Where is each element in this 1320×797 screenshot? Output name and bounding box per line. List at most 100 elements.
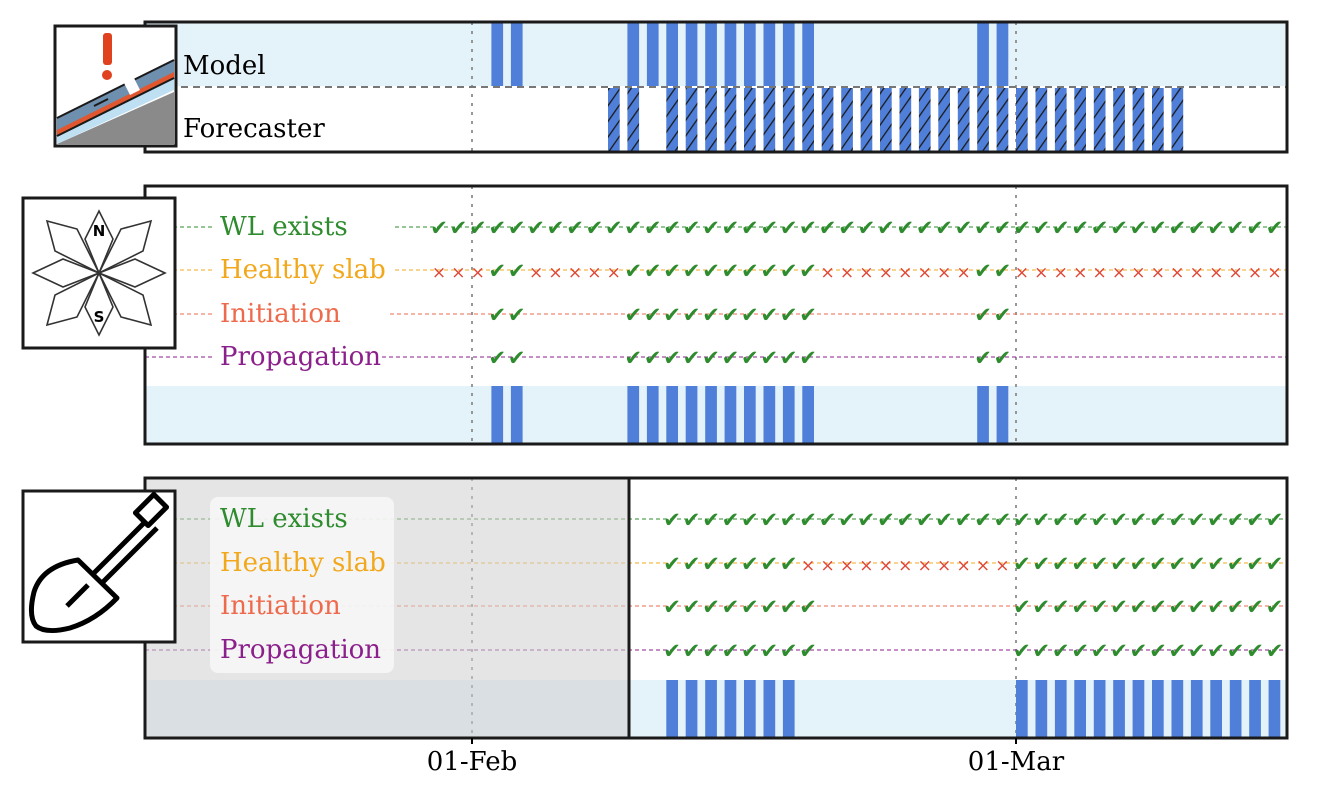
criterion-label-healthy-slab: Healthy slab <box>220 548 386 578</box>
propagation-mark: ✔ <box>741 639 759 663</box>
initiation-mark: ✔ <box>663 303 681 327</box>
forecaster-bar <box>841 88 853 151</box>
criterion-label-wl-exists: WL exists <box>220 504 348 534</box>
x-axis: 01-Feb 01-Mar <box>427 738 1065 777</box>
healthy-slab-mark: ✔ <box>760 552 778 576</box>
forecaster-bar <box>802 88 814 151</box>
wl-exists-mark: ✔ <box>955 216 973 240</box>
initiation-mark: ✔ <box>799 303 817 327</box>
panel-model-criteria: ✔ ✔ ✔ ✔ ✔ ✔ ✔ ✔ ✔ ✔ ✔ ✔ ✔ ✔ ✔ ✔ ✔ ✔ ✔ ✔ ✔ ✔ ✔ ✔ ✔ ✔ ✔ ✔ ✔ ✔ ✔ ✔ ✔ ✔ ✔ ✔ ✔ ✔ ✔ ✔… <box>143 184 1289 446</box>
wl-exists-mark: ✔ <box>838 508 856 532</box>
healthy-slab-mark: × <box>840 556 854 576</box>
wl-exists-mark: ✔ <box>994 216 1012 240</box>
healthy-slab-mark: × <box>840 263 854 283</box>
wl-exists-mark: ✔ <box>722 508 740 532</box>
healthy-slab-mark: ✔ <box>780 552 798 576</box>
healthy-slab-mark: ✔ <box>722 552 740 576</box>
healthy-slab-mark: × <box>1054 263 1068 283</box>
snowpit-result-bar <box>1229 680 1242 738</box>
model-bar <box>510 22 523 86</box>
snowpit-result-bar <box>1268 680 1281 738</box>
snowpit-result-bar <box>1113 680 1125 738</box>
wl-exists-mark: ✔ <box>1130 216 1148 240</box>
wl-exists-mark: ✔ <box>586 216 604 240</box>
forecaster-bar <box>763 88 776 151</box>
propagation-mark: ✔ <box>663 346 681 370</box>
initiation-mark: ✔ <box>508 303 526 327</box>
model-result-bar <box>491 386 504 444</box>
wl-exists-mark: ✔ <box>469 216 487 240</box>
wl-exists-mark: ✔ <box>760 508 778 532</box>
model-bar <box>763 22 776 86</box>
model-result-bar <box>802 386 814 444</box>
wl-exists-mark: ✔ <box>1071 508 1089 532</box>
healthy-slab-mark: × <box>529 263 543 283</box>
model-result-bar <box>666 386 678 444</box>
wl-exists-mark: ✔ <box>663 216 681 240</box>
wl-exists-mark: ✔ <box>819 508 837 532</box>
panel-problem-comparison: Model Forecaster <box>143 20 1289 154</box>
model-bar <box>491 22 504 86</box>
snowpit-result-bar <box>763 680 776 738</box>
initiation-mark: ✔ <box>644 303 662 327</box>
healthy-slab-mark: ✔ <box>702 552 720 576</box>
forecaster-bar <box>705 88 717 151</box>
wl-exists-mark: ✔ <box>1052 508 1070 532</box>
healthy-slab-mark: ✔ <box>994 259 1012 283</box>
healthy-slab-mark: ✔ <box>1091 552 1109 576</box>
forecaster-bar <box>685 88 698 151</box>
healthy-slab-mark: ✔ <box>1052 552 1070 576</box>
wl-exists-mark: ✔ <box>683 216 701 240</box>
healthy-slab-mark: ✔ <box>1149 552 1167 576</box>
wl-exists-mark: ✔ <box>605 216 623 240</box>
snowpit-result-bar <box>685 680 698 738</box>
wl-exists-mark: ✔ <box>780 508 798 532</box>
healthy-slab-mark: ✔ <box>702 259 720 283</box>
wl-exists-mark: ✔ <box>1091 216 1109 240</box>
propagation-mark: ✔ <box>624 346 642 370</box>
healthy-slab-mark: ✔ <box>488 259 506 283</box>
forecaster-bar <box>1093 88 1106 151</box>
healthy-slab-mark: ✔ <box>683 259 701 283</box>
wl-exists-mark: ✔ <box>1246 216 1264 240</box>
forecaster-bar <box>977 88 989 151</box>
healthy-slab-mark: × <box>937 263 951 283</box>
wl-exists-mark: ✔ <box>1188 508 1206 532</box>
healthy-slab-mark: × <box>587 263 601 283</box>
healthy-slab-mark: ✔ <box>644 259 662 283</box>
healthy-slab-mark: × <box>918 263 932 283</box>
snowpit-result-bar <box>666 680 678 738</box>
criterion-label-initiation: Initiation <box>220 299 341 329</box>
snowpit-result-bar <box>1210 680 1222 738</box>
forecaster-bar <box>1171 88 1184 151</box>
forecaster-bar <box>1035 88 1048 151</box>
healthy-slab-mark: ✔ <box>624 259 642 283</box>
model-result-bar <box>646 386 659 444</box>
wl-exists-mark: ✔ <box>508 216 526 240</box>
propagation-mark: ✔ <box>1266 639 1284 663</box>
shovel-icon <box>21 489 177 644</box>
model-result-bar <box>685 386 698 444</box>
model-bar <box>996 22 1009 86</box>
propagation-mark: ✔ <box>994 346 1012 370</box>
healthy-slab-mark: × <box>879 263 893 283</box>
propagation-mark: ✔ <box>1227 639 1245 663</box>
initiation-mark: ✔ <box>624 303 642 327</box>
forecaster-bar <box>666 88 678 151</box>
healthy-slab-mark: ✔ <box>1246 552 1264 576</box>
model-result-bar <box>724 386 737 444</box>
wl-exists-mark: ✔ <box>838 216 856 240</box>
wl-exists-mark: ✔ <box>1246 508 1264 532</box>
healthy-slab-mark: × <box>432 263 446 283</box>
initiation-mark: ✔ <box>1207 595 1225 619</box>
model-bars <box>491 22 1009 86</box>
criterion-label-wl-exists: WL exists <box>220 212 348 242</box>
propagation-mark: ✔ <box>1032 639 1050 663</box>
initiation-mark: ✔ <box>1013 595 1031 619</box>
healthy-slab-mark: ✔ <box>1227 552 1245 576</box>
propagation-mark: ✔ <box>488 346 506 370</box>
wl-exists-mark: ✔ <box>741 508 759 532</box>
forecaster-bar <box>724 88 737 151</box>
criterion-label-propagation: Propagation <box>220 342 381 372</box>
model-result-bar <box>510 386 523 444</box>
